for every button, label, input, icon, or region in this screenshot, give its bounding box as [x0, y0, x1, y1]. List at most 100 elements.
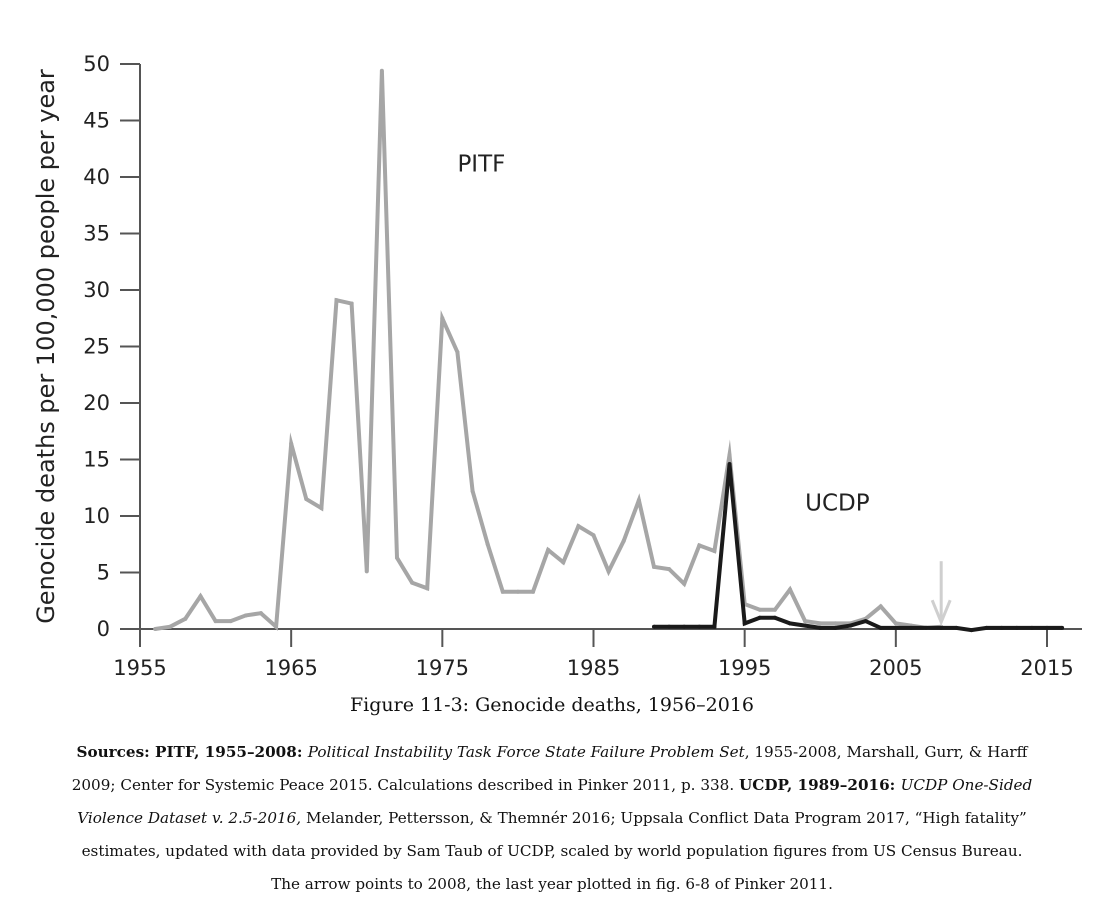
data-point-pitf [682, 581, 687, 586]
series-label-ucdp: UCDP [805, 490, 870, 516]
sources-segment: Melander, Pettersson, & Themnér 2016; Up… [81, 809, 1027, 893]
data-point-pitf [621, 538, 626, 543]
data-point-pitf [213, 619, 218, 624]
y-tick-label: 5 [97, 561, 110, 585]
y-tick-label: 10 [83, 504, 110, 528]
data-point-pitf [636, 498, 641, 503]
y-tick-label: 45 [83, 109, 110, 133]
data-point-pitf [757, 607, 762, 612]
data-point-ucdp [1014, 625, 1019, 630]
data-point-pitf [727, 452, 732, 457]
sources-segment: UCDP One-Sided Violence Dataset v. 2.5-2… [77, 776, 1033, 827]
y-tick-label: 50 [83, 52, 110, 76]
data-point-ucdp [954, 625, 959, 630]
data-point-pitf [243, 613, 248, 618]
data-point-ucdp [924, 625, 929, 630]
data-point-ucdp [682, 624, 687, 629]
data-point-ucdp [757, 615, 762, 620]
data-point-ucdp [712, 624, 717, 629]
x-tick-label: 1985 [567, 656, 620, 680]
figure-sources-note: Sources: PITF, 1955–2008: Political Inst… [70, 736, 1034, 901]
y-tick-label: 35 [83, 222, 110, 246]
series-label-pitf: PITF [457, 151, 505, 177]
data-point-pitf [394, 555, 399, 560]
figure-caption: Figure 11-3: Genocide deaths, 1956–2016 [349, 694, 755, 716]
data-point-ucdp [984, 625, 989, 630]
x-tick-label: 2015 [1020, 656, 1073, 680]
data-point-pitf [531, 589, 536, 594]
data-point-ucdp [1045, 625, 1049, 630]
data-point-ucdp [908, 625, 913, 630]
data-point-ucdp [803, 623, 808, 628]
data-point-ucdp [727, 462, 732, 467]
data-point-pitf [168, 624, 173, 629]
data-point-pitf [606, 569, 611, 574]
data-point-pitf [576, 524, 581, 529]
sources-segment: Political Instability Task Force State F… [307, 743, 745, 761]
y-tick-label: 0 [97, 617, 110, 641]
data-point-pitf [500, 589, 505, 594]
data-point-pitf [818, 621, 823, 626]
data-point-pitf [183, 616, 188, 621]
data-point-ucdp [939, 625, 944, 630]
data-point-pitf [893, 621, 898, 626]
data-point-ucdp [848, 623, 853, 628]
data-point-pitf [319, 506, 324, 511]
data-point-pitf [258, 611, 263, 616]
genocide-deaths-chart: 0 5 10 15 20 25 30 35 40 45 50 1955 1965 1975 1985 1995… [32, 52, 1082, 680]
data-point-pitf [697, 543, 702, 548]
data-point-ucdp [1029, 625, 1034, 630]
data-point-pitf [515, 589, 520, 594]
x-tick-label: 1965 [264, 656, 317, 680]
data-point-pitf [803, 619, 808, 624]
data-point-ucdp [999, 625, 1004, 630]
data-point-ucdp [878, 625, 883, 630]
data-point-pitf [289, 441, 294, 446]
data-point-ucdp [788, 621, 793, 626]
data-point-pitf [712, 549, 717, 554]
arrow-2008-marker [930, 561, 952, 627]
data-point-ucdp [969, 628, 974, 633]
data-point-pitf [788, 587, 793, 592]
x-tick-label: 2005 [869, 656, 922, 680]
data-point-pitf [546, 547, 551, 552]
data-point-pitf [198, 594, 203, 599]
data-point-pitf [274, 624, 279, 629]
x-tick-label: 1995 [718, 656, 771, 680]
data-point-ucdp [772, 615, 777, 620]
sources-segment: UCDP, 1989–2016: [738, 776, 901, 794]
data-point-pitf [485, 542, 490, 547]
y-axis-title: Genocide deaths per 100,000 people per y… [32, 69, 60, 624]
data-point-ucdp [818, 625, 823, 630]
y-tick-label: 30 [83, 278, 110, 302]
data-point-pitf [561, 560, 566, 565]
data-point-pitf [833, 621, 838, 626]
data-point-pitf [878, 604, 883, 609]
data-point-pitf [667, 567, 672, 572]
data-point-pitf [455, 350, 460, 355]
data-point-pitf [153, 627, 158, 631]
series-line-pitf [154, 70, 942, 631]
sources-segment: Sources: PITF, 1955–2008: [76, 743, 308, 761]
data-point-pitf [349, 301, 354, 306]
data-point-pitf [228, 619, 233, 624]
data-point-ucdp [651, 624, 656, 629]
x-tick-label: 1975 [416, 656, 469, 680]
data-point-pitf [651, 564, 656, 569]
data-point-ucdp [667, 624, 672, 629]
y-tick-label: 20 [83, 391, 110, 415]
data-point-pitf [334, 298, 339, 303]
data-point-pitf [591, 533, 596, 538]
data-point-ucdp [697, 624, 702, 629]
sources-segment: , 1955-2008, Marshall, Gurr, & Harff 200… [71, 743, 1028, 794]
y-tick-label: 15 [83, 448, 110, 472]
data-point-pitf [425, 586, 430, 591]
data-point-pitf [364, 569, 369, 574]
data-point-pitf [470, 489, 475, 494]
series-line-ucdp [654, 463, 1063, 633]
arrow-head [930, 599, 952, 627]
data-point-ucdp [833, 625, 838, 630]
data-point-ucdp [863, 619, 868, 624]
data-point-ucdp [893, 625, 898, 630]
data-point-ucdp [742, 621, 747, 626]
